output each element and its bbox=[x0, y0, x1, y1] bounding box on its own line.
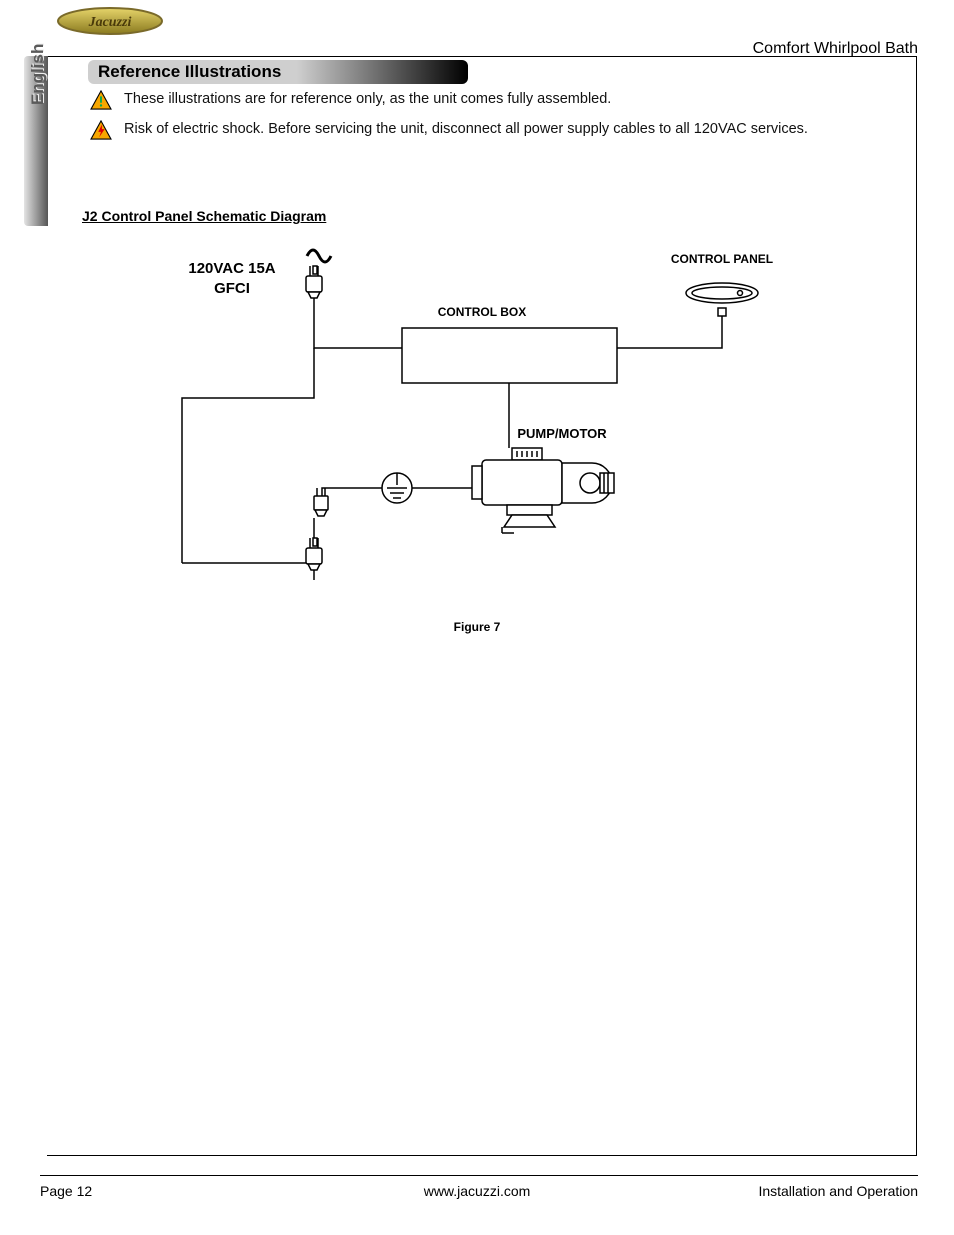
warning-shock-text: Risk of electric shock. Before servicing… bbox=[124, 120, 808, 140]
caution-icon bbox=[90, 90, 112, 110]
figure-caption: Figure 7 bbox=[0, 620, 954, 634]
warning-row-shock: Risk of electric shock. Before servicing… bbox=[90, 120, 904, 140]
warning-row-info: These illustrations are for reference on… bbox=[90, 90, 904, 110]
section-heading: Reference Illustrations bbox=[88, 60, 468, 84]
svg-text:CONTROL PANEL: CONTROL PANEL bbox=[671, 252, 773, 266]
brand-logo: Jacuzzi bbox=[56, 6, 164, 36]
footer-rule bbox=[40, 1175, 918, 1176]
svg-text:120VAC 15A: 120VAC 15A bbox=[188, 260, 275, 277]
language-label: English bbox=[28, 44, 48, 105]
svg-text:PUMP/MOTOR: PUMP/MOTOR bbox=[517, 426, 607, 441]
svg-text:GFCI: GFCI bbox=[214, 280, 250, 297]
shock-icon bbox=[90, 120, 112, 140]
warning-info-text: These illustrations are for reference on… bbox=[124, 90, 611, 110]
diagram-subheading: J2 Control Panel Schematic Diagram bbox=[82, 208, 326, 224]
schematic-diagram: 120VAC 15A GFCI bbox=[82, 238, 862, 638]
footer-title: Installation and Operation bbox=[758, 1183, 918, 1199]
svg-text:Jacuzzi: Jacuzzi bbox=[88, 15, 132, 30]
section-title: Reference Illustrations bbox=[98, 62, 281, 82]
svg-text:CONTROL BOX: CONTROL BOX bbox=[438, 305, 526, 319]
